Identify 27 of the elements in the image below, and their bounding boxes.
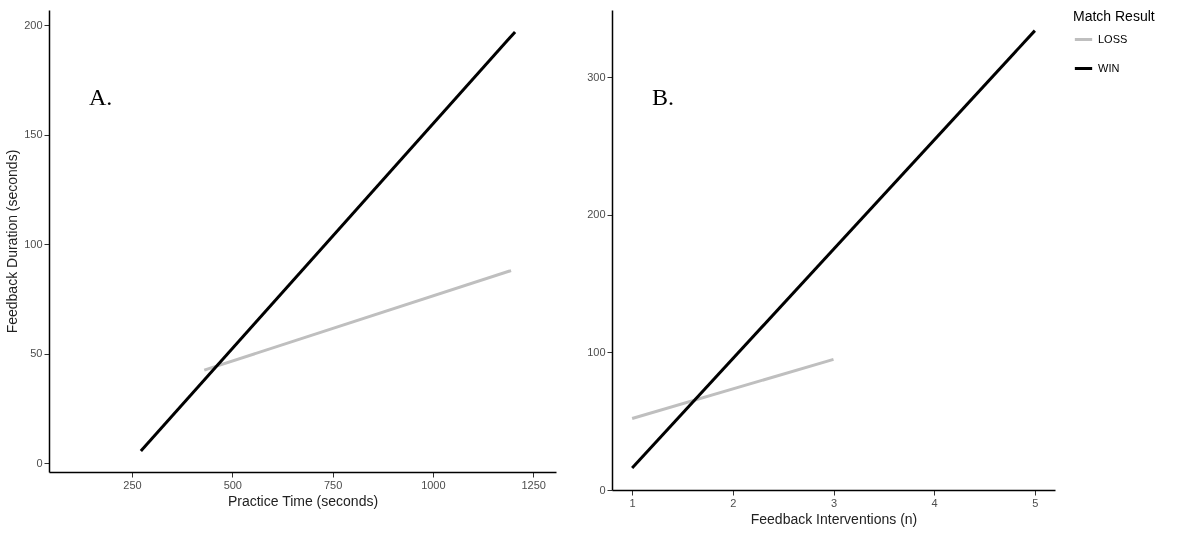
- y-tick-label: 200: [24, 18, 43, 31]
- y-tick-label: 100: [587, 345, 606, 358]
- x-axis-title: Feedback Interventions (n): [750, 510, 918, 527]
- x-tick-label: 1: [629, 496, 636, 509]
- y-axis-title: Feedback Duration (seconds): [4, 149, 21, 334]
- x-tick-label: 5: [1032, 496, 1039, 509]
- legend-label: WIN: [1098, 61, 1120, 74]
- y-tick-label: 0: [599, 483, 606, 496]
- text: A.: [89, 84, 113, 110]
- x-tick-label: 4: [931, 496, 938, 509]
- legend-label: LOSS: [1098, 32, 1128, 45]
- y-tick-label: 50: [30, 347, 43, 360]
- y-tick-label: 200: [587, 208, 606, 221]
- text: B.: [652, 84, 675, 110]
- x-tick-label: 2: [730, 496, 737, 509]
- y-tick-label: 100: [24, 237, 43, 250]
- x-tick-label: 250: [123, 478, 142, 491]
- x-axis-title: Practice Time (seconds): [227, 492, 379, 509]
- legend-title: Match Result: [1073, 8, 1155, 24]
- x-tick-label: 750: [323, 478, 343, 491]
- y-tick-label: 0: [36, 456, 43, 469]
- x-tick-label: 1000: [421, 478, 446, 491]
- y-tick-label: 150: [24, 128, 43, 141]
- x-tick-label: 3: [830, 496, 838, 509]
- x-tick-label: 500: [223, 478, 242, 491]
- x-tick-label: 1250: [521, 478, 546, 491]
- y-tick-label: 300: [587, 70, 606, 83]
